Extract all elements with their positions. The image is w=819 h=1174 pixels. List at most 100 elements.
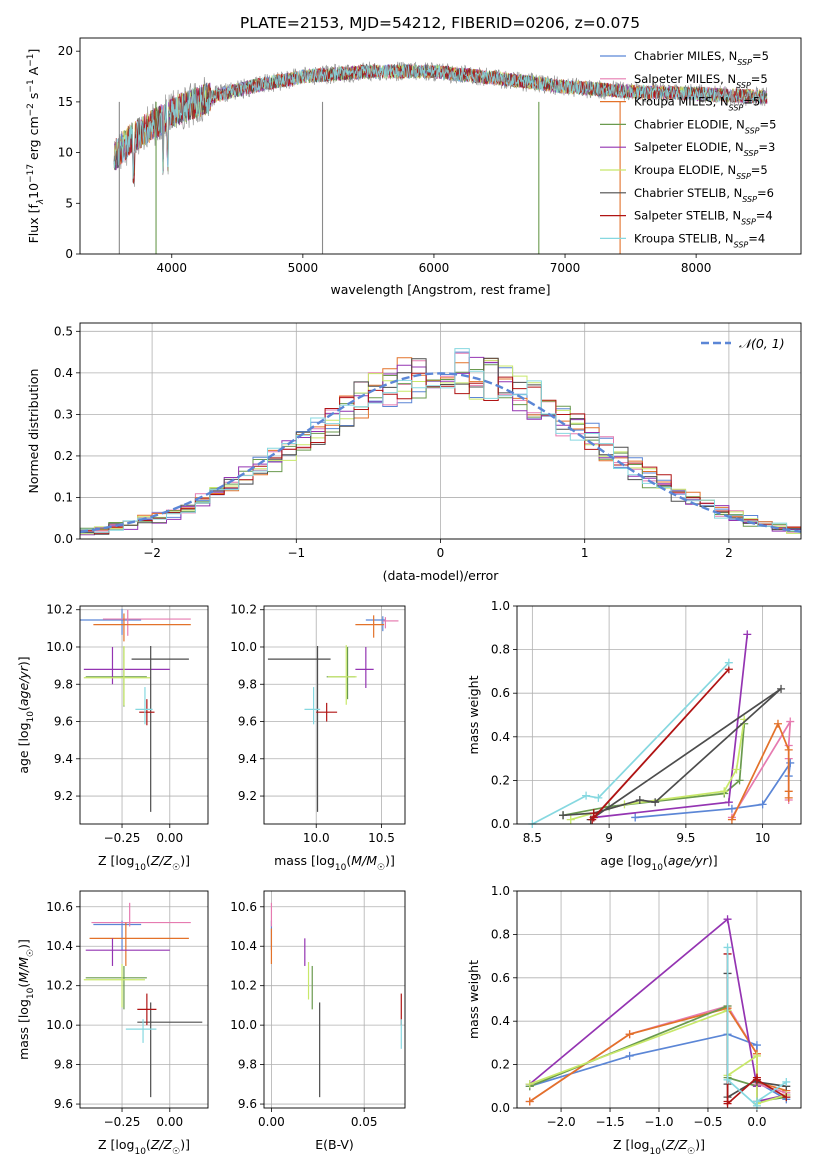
y-tick-label: 5 <box>65 196 73 210</box>
weight-marker <box>752 1041 761 1050</box>
legend-entry: Chabrier ELODIE, NSSP=5 <box>634 117 776 135</box>
weight-marker <box>752 1097 761 1106</box>
x-tick-label: 9 <box>605 831 613 845</box>
y-tick-label: 0.4 <box>54 366 73 380</box>
x-axis-label: Z [log10(Z/Z☉)] <box>613 1137 705 1157</box>
x-axis-label: (data-model)/error <box>383 568 500 583</box>
weight-line <box>529 1007 787 1103</box>
x-tick-label: −1 <box>287 546 305 560</box>
legend-entry: Chabrier STELIB, NSSP=6 <box>634 186 774 204</box>
x-tick-label: 4000 <box>156 261 187 275</box>
y-tick-label: 0.6 <box>491 971 510 985</box>
y-tick-label: 0.2 <box>491 773 510 787</box>
y-tick-label: 1.0 <box>491 599 510 613</box>
legend-entry: Kroupa MILES, NSSP=5 <box>634 95 760 113</box>
x-axis-label: E(B-V) <box>315 1137 354 1152</box>
x-tick-label: −0.25 <box>104 1115 141 1129</box>
x-axis-label: mass [log10(M/M☉)] <box>274 853 395 873</box>
y-tick-label: 0.0 <box>491 817 510 831</box>
weight-line <box>570 719 746 821</box>
x-tick-label: −0.25 <box>104 831 141 845</box>
errorbar-group <box>80 608 191 812</box>
weight-marker <box>758 800 767 809</box>
y-tick-label: 10 <box>58 146 73 160</box>
legend-entry: Kroupa ELODIE, NSSP=5 <box>634 163 768 181</box>
weight-marker <box>727 815 736 824</box>
axes-frame <box>79 605 209 825</box>
errorbar-group <box>83 902 203 1098</box>
weight-marker <box>724 798 733 807</box>
y-tick-label: 10.6 <box>230 900 257 914</box>
y-tick-label: 9.4 <box>54 752 73 766</box>
axes-frame <box>263 890 406 1109</box>
y-tick-label: 10.0 <box>230 1018 257 1032</box>
x-tick-label: 2 <box>725 546 733 560</box>
y-tick-label: 1.0 <box>491 884 510 898</box>
axes-frame <box>79 37 802 255</box>
y-tick-label: 9.6 <box>54 1097 73 1111</box>
weight-marker <box>735 776 744 785</box>
x-tick-label: −2.0 <box>546 1115 575 1129</box>
y-tick-label: 0.2 <box>491 1058 510 1072</box>
y-tick-label: 10.2 <box>230 979 257 993</box>
legend-entry: Salpeter ELODIE, NSSP=3 <box>634 140 775 158</box>
y-tick-label: 10.6 <box>46 900 73 914</box>
weight-marker <box>525 1080 534 1089</box>
weight-marker <box>732 765 741 774</box>
y-tick-label: 9.6 <box>54 715 73 729</box>
weight-marker <box>651 798 660 807</box>
x-tick-label: 1 <box>581 546 589 560</box>
y-tick-label: 9.8 <box>54 677 73 691</box>
x-tick-label: 10.5 <box>368 831 395 845</box>
y-tick-label: 9.8 <box>238 677 257 691</box>
weight-line <box>532 662 730 825</box>
weight-line <box>529 1009 787 1105</box>
x-tick-label: 0.00 <box>156 831 183 845</box>
x-tick-label: 0.0 <box>747 1115 766 1129</box>
x-axis-label: age [log10(age/yr)] <box>600 853 717 873</box>
weight-marker <box>723 1099 732 1108</box>
x-tick-label: −1.5 <box>595 1115 624 1129</box>
y-tick-label: 0.0 <box>54 532 73 546</box>
x-tick-label: 10.0 <box>303 831 330 845</box>
weight-marker <box>773 719 782 728</box>
x-axis-label: wavelength [Angstrom, rest frame] <box>330 282 550 297</box>
y-tick-label: 10.4 <box>230 939 257 953</box>
weight-marker <box>582 791 591 800</box>
x-tick-label: 8000 <box>681 261 712 275</box>
y-tick-label: 10.0 <box>46 1018 73 1032</box>
y-tick-label: 0.8 <box>491 643 510 657</box>
age-vs-metallicity-panel: −0.25 0.00 9.2 9.4 9.6 9.8 10.0 10.2 Z [log10(Z/… <box>16 603 209 873</box>
x-tick-label: 7000 <box>550 261 581 275</box>
x-tick-label: 6000 <box>419 261 450 275</box>
y-tick-label: 10.2 <box>46 979 73 993</box>
x-tick-label: 10 <box>755 831 770 845</box>
weight-marker <box>723 1075 732 1084</box>
y-tick-label: 9.6 <box>238 715 257 729</box>
x-tick-label: 0.00 <box>156 1115 183 1129</box>
legend-entry: Salpeter MILES, NSSP=5 <box>634 72 768 90</box>
axes-frame <box>516 605 802 825</box>
weight-marker <box>782 1077 791 1086</box>
y-tick-label: 0.2 <box>54 449 73 463</box>
y-axis-label: mass weight <box>466 675 481 754</box>
x-tick-label: −1.0 <box>644 1115 673 1129</box>
weight-marker <box>786 717 795 726</box>
y-tick-label: 0.8 <box>491 927 510 941</box>
weight-marker <box>723 943 732 952</box>
y-tick-label: 10.4 <box>46 939 73 953</box>
x-tick-label: 9.5 <box>676 831 695 845</box>
x-tick-label: −2 <box>143 546 161 560</box>
weight-marker <box>743 630 752 639</box>
massweight-vs-metallicity-panel: −2.0 −1.5 −1.0 −0.5 0.0 0.0 0.2 0.4 0.6 0.8 1.0 Z [… <box>466 884 802 1157</box>
y-tick-label: 9.4 <box>238 752 257 766</box>
weight-line <box>529 1005 787 1103</box>
x-tick-label: −0.5 <box>693 1115 722 1129</box>
weight-marker <box>782 1093 791 1102</box>
x-tick-label: 0 <box>437 546 445 560</box>
age-vs-mass-panel: 10.0 10.5 9.2 9.4 9.6 9.8 10.0 10.2 mass [log10(… <box>230 603 406 873</box>
weight-marker <box>625 1051 634 1060</box>
weight-marker <box>559 811 568 820</box>
y-tick-label: 9.2 <box>238 789 257 803</box>
